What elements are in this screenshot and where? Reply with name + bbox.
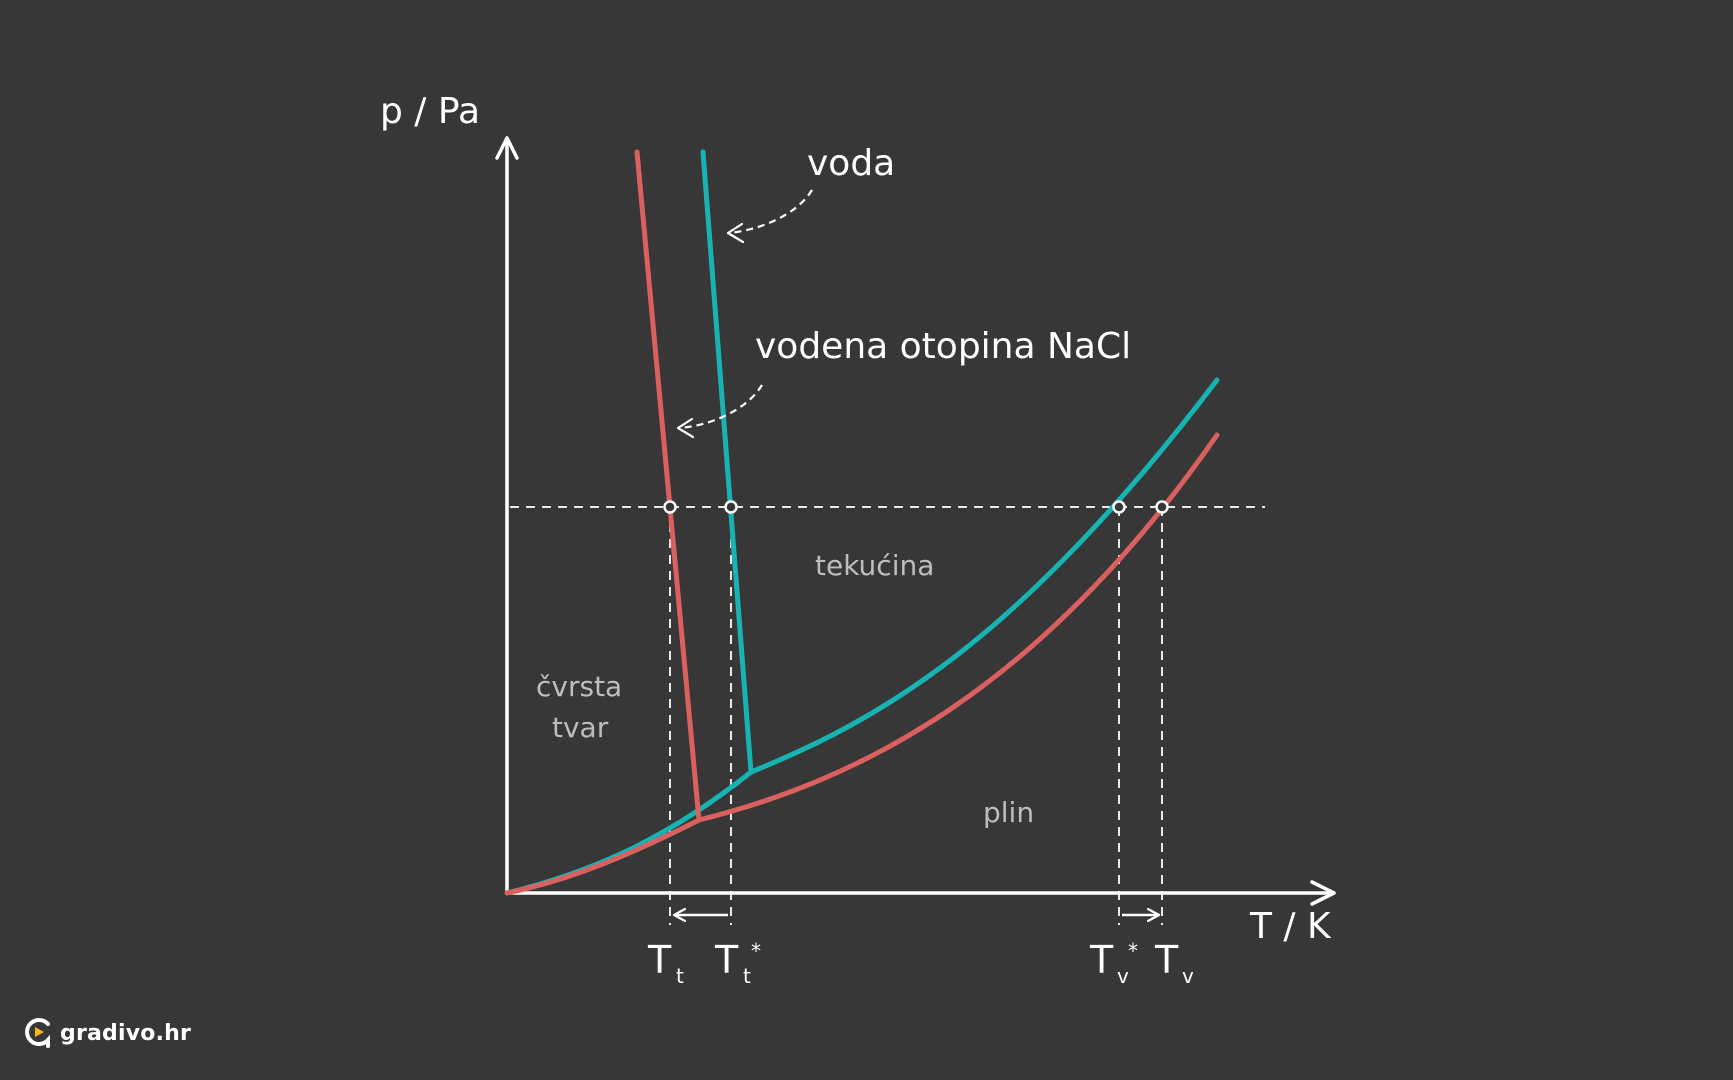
solution-melting-curve — [634, 149, 702, 823]
x-axis-arrow-icon — [1310, 880, 1336, 906]
solution-pointer-arrowhead-icon — [676, 417, 695, 439]
water-pointer-arrow — [729, 189, 813, 235]
svg-text:v: v — [1117, 964, 1129, 988]
region-liquid: tekućina — [815, 549, 934, 582]
solution-pointer-arrow — [679, 384, 763, 430]
gradivo-logo-text: gradivo.hr — [60, 1020, 192, 1046]
svg-text:t: t — [676, 964, 684, 988]
svg-text:T: T — [647, 938, 672, 982]
point-solution-freeze — [663, 500, 677, 514]
gradivo-logo-icon — [25, 1018, 50, 1048]
y-axis-label: p / Pa — [380, 91, 480, 132]
region-gas: plin — [983, 796, 1034, 829]
solution-label: vodena otopina NaCl — [755, 326, 1131, 367]
svg-text:t: t — [743, 964, 751, 988]
tick-t-water-boil: T v * — [1089, 938, 1138, 988]
tick-t-solution-freeze: T t — [647, 938, 684, 988]
tick-t-water-freeze: T t * — [714, 938, 761, 988]
svg-text:*: * — [1128, 939, 1138, 963]
region-solid-line1: čvrsta — [536, 670, 622, 703]
tick-t-solution-boil: T v — [1154, 938, 1194, 988]
y-axis-arrow-icon — [495, 136, 519, 160]
svg-text:T: T — [1089, 938, 1114, 982]
solution-vapor-curve — [504, 432, 1220, 896]
water-melting-curve — [700, 149, 754, 775]
region-solid-line2: tvar — [552, 711, 609, 744]
water-label: voda — [807, 143, 895, 184]
svg-text:v: v — [1182, 964, 1194, 988]
svg-text:T: T — [714, 938, 739, 982]
gradivo-logo[interactable]: gradivo.hr — [24, 1016, 191, 1050]
point-water-boil — [1112, 500, 1126, 514]
water-pointer-arrowhead-icon — [726, 222, 745, 244]
svg-text:T: T — [1154, 938, 1179, 982]
svg-text:*: * — [751, 939, 761, 963]
water-vapor-curve — [504, 377, 1220, 896]
point-water-freeze — [724, 500, 738, 514]
x-axis-label: T / K — [1249, 906, 1332, 947]
point-solution-boil — [1155, 500, 1169, 514]
